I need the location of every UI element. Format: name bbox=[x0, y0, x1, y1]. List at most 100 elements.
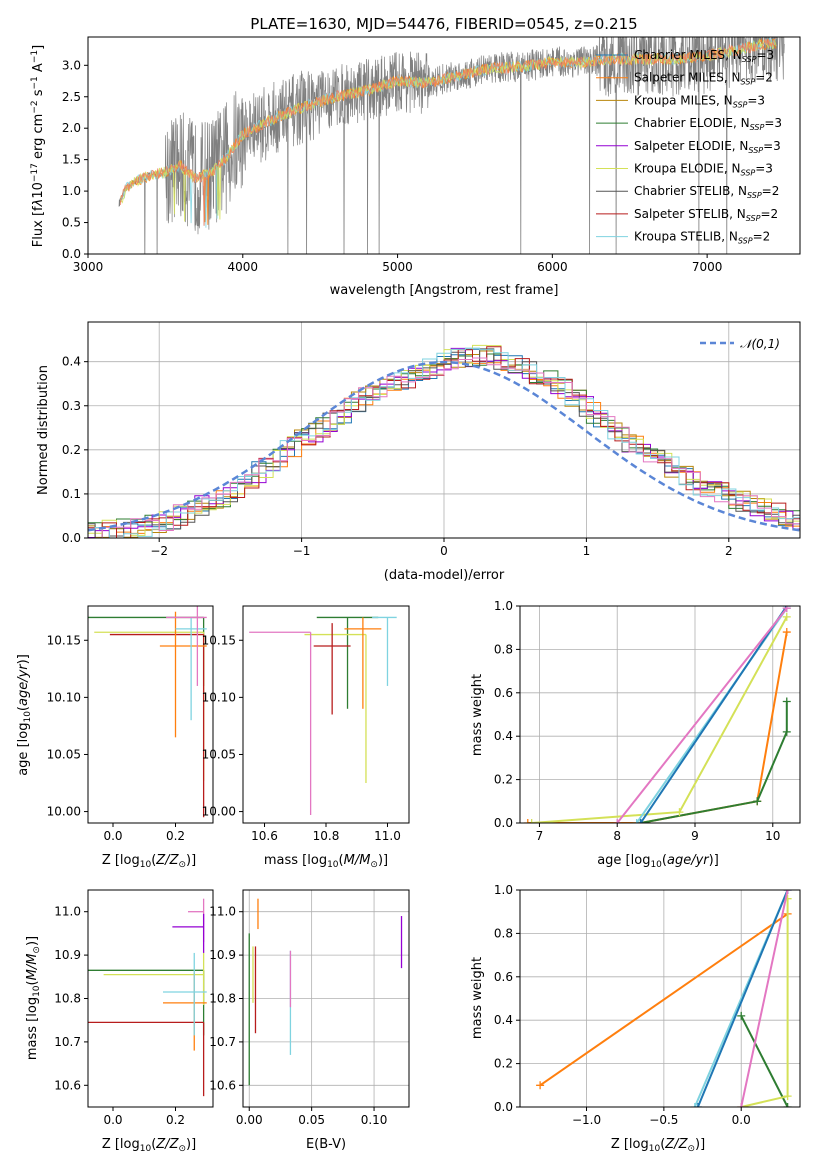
model-spectrum bbox=[120, 38, 777, 226]
age-vs-mass-xlabel: mass [log10(M/M⊙)] bbox=[264, 853, 388, 870]
x-tick-label: 0.2 bbox=[166, 829, 185, 843]
errorbars bbox=[88, 606, 207, 818]
axes-frame bbox=[242, 889, 410, 1108]
legend-label: Chabrier MILES, NSSP=3 bbox=[634, 48, 774, 64]
legend-label: Kroupa ELODIE, NSSP=3 bbox=[634, 162, 773, 178]
y-tick-label: 0.8 bbox=[494, 642, 513, 656]
x-tick-label: 10 bbox=[765, 829, 780, 843]
y-tick-label: 11.0 bbox=[209, 905, 236, 919]
weight-series bbox=[616, 607, 788, 823]
x-tick-label: 3000 bbox=[73, 260, 104, 274]
y-tick-label: 0.0 bbox=[494, 1100, 513, 1114]
x-tick-label: 4000 bbox=[228, 260, 259, 274]
y-tick-label: 0.4 bbox=[494, 729, 513, 743]
residuals-legend-label: 𝒩(0,1) bbox=[740, 337, 780, 351]
y-tick-label: 0.6 bbox=[494, 686, 513, 700]
weight-marker bbox=[536, 1081, 545, 1090]
residuals-panel: (data-model)/error Normed distribution 𝒩… bbox=[36, 321, 801, 583]
figure-title: PLATE=1630, MJD=54476, FIBERID=0545, z=0… bbox=[250, 15, 637, 33]
y-tick-label: 0.3 bbox=[62, 399, 81, 413]
mass-weight-Z-ylabel: mass weight bbox=[470, 957, 485, 1039]
residuals-ylabel: Normed distribution bbox=[36, 365, 51, 495]
x-tick-label: 10.6 bbox=[251, 829, 278, 843]
weight-series bbox=[639, 606, 788, 823]
normal-curve bbox=[88, 360, 800, 532]
y-tick-label: 10.05 bbox=[202, 747, 236, 761]
y-tick-label: 0.4 bbox=[494, 1013, 513, 1027]
histogram-series bbox=[88, 358, 800, 538]
legend-label: Chabrier ELODIE, NSSP=3 bbox=[634, 116, 782, 132]
spectrum-ylabel: Flux [fλ10−17 erg cm−2 s−1 A−1] bbox=[30, 45, 46, 247]
errorbars bbox=[88, 898, 207, 1097]
x-tick-label: 1 bbox=[583, 544, 591, 558]
y-tick-label: 1.0 bbox=[494, 883, 513, 897]
legend-label: Salpeter STELIB, NSSP=2 bbox=[634, 207, 778, 223]
y-tick-label: 10.15 bbox=[202, 633, 236, 647]
axes-frame bbox=[87, 605, 214, 824]
x-tick-label: 0.0 bbox=[103, 1113, 122, 1127]
x-tick-label: 9 bbox=[691, 829, 699, 843]
spectrum-xlabel: wavelength [Angstrom, rest frame] bbox=[330, 283, 559, 298]
legend-label: Chabrier STELIB, NSSP=2 bbox=[634, 184, 779, 200]
x-tick-label: 2 bbox=[725, 544, 733, 558]
weight-series bbox=[740, 890, 789, 1107]
weight-marker bbox=[783, 1103, 792, 1107]
weight-marker bbox=[782, 727, 791, 736]
weight-marker bbox=[523, 819, 532, 823]
y-tick-label: 0.1 bbox=[62, 487, 81, 501]
x-tick-label: 0.05 bbox=[298, 1113, 325, 1127]
weight-marker bbox=[675, 808, 684, 817]
y-tick-label: 0.8 bbox=[494, 926, 513, 940]
axes-frame bbox=[519, 605, 801, 824]
weight-marker bbox=[783, 890, 792, 894]
y-tick-label: 0.2 bbox=[494, 1057, 513, 1071]
mass-vs-Z-xlabel: Z [log10(Z/Z⊙)] bbox=[102, 1137, 196, 1154]
x-tick-label: 0 bbox=[440, 544, 448, 558]
axes-frame bbox=[87, 889, 214, 1108]
weight-marker bbox=[782, 628, 791, 637]
axes-frame bbox=[242, 605, 410, 824]
weight-marker bbox=[782, 697, 791, 706]
y-tick-label: 1.0 bbox=[494, 599, 513, 613]
y-tick-label: 0.5 bbox=[62, 216, 81, 230]
mass-weight-Z-xlabel: Z [log10(Z/Z⊙)] bbox=[611, 1137, 705, 1154]
weight-marker bbox=[737, 1011, 746, 1020]
y-tick-label: 10.8 bbox=[54, 992, 81, 1006]
weight-series bbox=[696, 890, 789, 1107]
model-spectrum bbox=[120, 38, 777, 222]
y-tick-label: 10.10 bbox=[202, 690, 236, 704]
y-tick-label: 10.7 bbox=[54, 1035, 81, 1049]
mass-weight-age-xlabel: age [log10(age/yr)] bbox=[597, 853, 719, 870]
weight-lines bbox=[536, 890, 792, 1107]
y-tick-label: 10.10 bbox=[47, 690, 81, 704]
y-tick-label: 11.0 bbox=[54, 905, 81, 919]
y-tick-label: 0.0 bbox=[62, 531, 81, 545]
x-tick-label: 0.2 bbox=[166, 1113, 185, 1127]
y-tick-label: 10.9 bbox=[54, 948, 81, 962]
y-tick-label: 3.0 bbox=[62, 58, 81, 72]
weight-series bbox=[539, 913, 789, 1087]
weight-marker bbox=[632, 819, 641, 823]
age-vs-Z-ylabel: age [log10(age/yr)] bbox=[16, 654, 33, 776]
y-tick-label: 10.7 bbox=[209, 1035, 236, 1049]
mass-vs-EBV-panel: E(B-V) 0.00 0.05 0.10 10.6 10.7 10.8 10.9 11.0 bbox=[209, 889, 410, 1152]
x-tick-label: 10.8 bbox=[313, 829, 340, 843]
y-tick-label: 10.05 bbox=[47, 747, 81, 761]
age-vs-Z-xlabel: Z [log10(Z/Z⊙)] bbox=[102, 853, 196, 870]
histogram-series bbox=[88, 357, 800, 538]
x-tick-label: 0.10 bbox=[361, 1113, 388, 1127]
residuals-xlabel: (data-model)/error bbox=[384, 568, 505, 583]
weight-series bbox=[740, 1015, 789, 1107]
x-tick-label: −0.5 bbox=[649, 1113, 678, 1127]
age-vs-mass-panel: mass [log10(M/M⊙)] 10.6 10.8 11.0 10.00 10.0… bbox=[202, 605, 410, 870]
x-tick-label: −1.0 bbox=[572, 1113, 601, 1127]
weight-marker bbox=[613, 819, 622, 823]
y-tick-label: 2.0 bbox=[62, 121, 81, 135]
x-tick-label: 6000 bbox=[537, 260, 568, 274]
y-tick-label: 10.15 bbox=[47, 633, 81, 647]
mass-vs-EBV-xlabel: E(B-V) bbox=[306, 1137, 346, 1152]
mass-vs-Z-ylabel: mass [log10(M/M⊙)] bbox=[25, 936, 42, 1060]
x-tick-label: 0.00 bbox=[236, 1113, 263, 1127]
weight-marker bbox=[690, 1103, 699, 1107]
legend-label: Salpeter ELODIE, NSSP=3 bbox=[634, 139, 781, 155]
